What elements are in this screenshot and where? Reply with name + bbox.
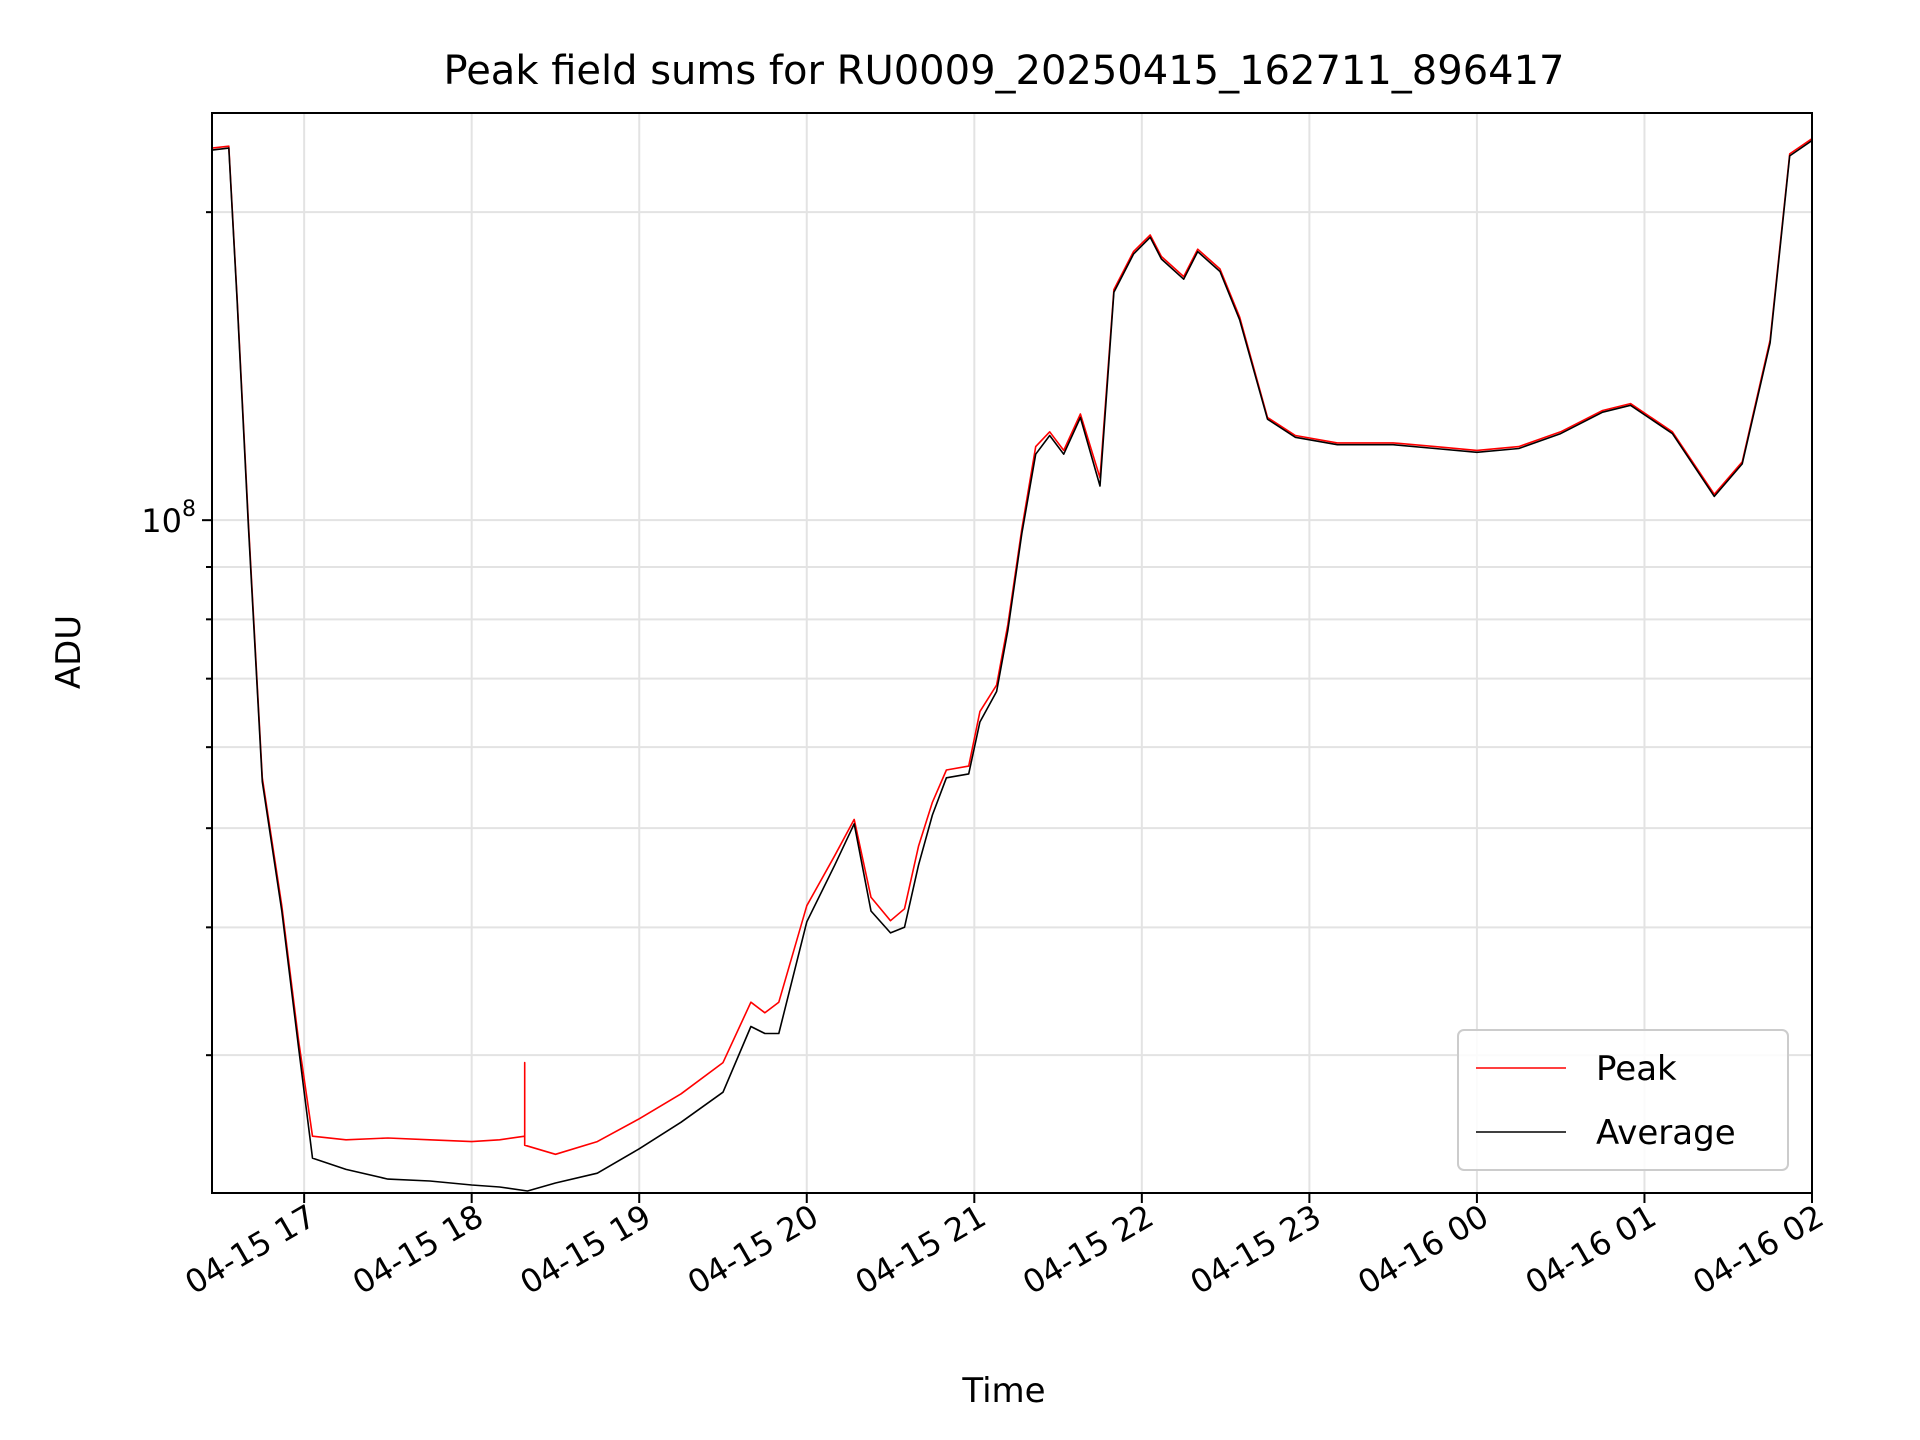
legend: Peak Average [1457,1029,1789,1171]
legend-label-average: Average [1596,1113,1736,1153]
series-line-peak [212,137,1812,1156]
y-tick-label: 108 [141,497,196,540]
legend-box [1457,1029,1789,1171]
y-axis-label: ADU [49,615,89,689]
x-axis-label: Time [961,1371,1045,1411]
chart-title: Peak field sums for RU0009_20250415_1627… [444,48,1565,94]
legend-label-peak: Peak [1596,1049,1677,1089]
plot-frame [211,112,1813,1194]
plot-area [212,137,1812,1192]
series-line-average [212,139,1812,1192]
